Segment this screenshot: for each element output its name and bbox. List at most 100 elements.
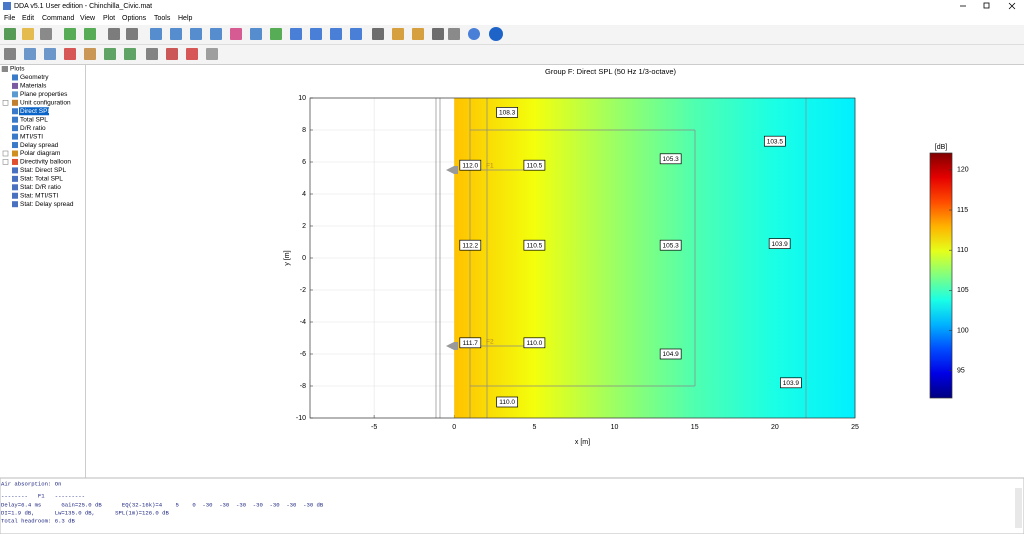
- toolbar-button[interactable]: [270, 28, 282, 40]
- tree-item[interactable]: Stat: Total SPL: [20, 176, 63, 183]
- y-tick-label: -2: [300, 287, 306, 294]
- spl-label: 110.0: [499, 399, 515, 406]
- toolbar-button[interactable]: [186, 48, 198, 60]
- toolbar-button[interactable]: [392, 28, 404, 40]
- tree-item[interactable]: Stat: MTI/STI: [20, 192, 58, 199]
- colorbar-tick-label: 120: [957, 167, 969, 174]
- spl-label: 103.9: [772, 241, 789, 248]
- toolbar-button[interactable]: [150, 28, 162, 40]
- toolbar-button[interactable]: [432, 28, 444, 40]
- tree-icon: [12, 142, 18, 149]
- toolbar-button[interactable]: [310, 28, 322, 40]
- toolbar-button[interactable]: [190, 28, 202, 40]
- window-title: DDA v5.1 User edition - Chinchilla_Civic…: [14, 3, 152, 10]
- spl-label: 110.0: [527, 340, 543, 347]
- tree-item[interactable]: Stat: Direct SPL: [20, 167, 67, 174]
- toolbar-button[interactable]: [64, 28, 76, 40]
- x-tick-label: -5: [371, 424, 377, 431]
- toolbar-button[interactable]: [330, 28, 342, 40]
- toolbar-button[interactable]: [350, 28, 362, 40]
- tree-item[interactable]: D/R ratio: [20, 125, 46, 132]
- toolbar-button[interactable]: [146, 48, 158, 60]
- help-button[interactable]: [489, 27, 503, 41]
- toolbar-button[interactable]: [24, 48, 36, 60]
- toolbar-button[interactable]: [124, 48, 136, 60]
- toolbar-button[interactable]: [448, 28, 460, 40]
- spl-label: 105.3: [663, 156, 680, 163]
- spl-label: 103.9: [783, 380, 800, 387]
- toolbar-button[interactable]: [372, 28, 384, 40]
- menu-item[interactable]: Options: [122, 15, 147, 22]
- tree-item[interactable]: Directivity balloon: [20, 159, 71, 166]
- tree-item[interactable]: Plane properties: [20, 91, 68, 98]
- toolbar-button[interactable]: [4, 48, 16, 60]
- tree-icon: [2, 66, 8, 72]
- tree-icon: [12, 99, 18, 106]
- spl-label-box: [496, 107, 519, 118]
- toolbar-button[interactable]: [104, 48, 116, 60]
- expand-toggle[interactable]: [2, 150, 9, 157]
- tree-item[interactable]: Materials: [20, 83, 47, 90]
- toolbar-button[interactable]: [84, 48, 96, 60]
- spl-field: [614, 98, 696, 418]
- toolbar-button[interactable]: [206, 48, 218, 60]
- tree-item[interactable]: Plots: [10, 66, 25, 73]
- expand-toggle[interactable]: [2, 100, 9, 106]
- expand-toggle[interactable]: [2, 159, 9, 165]
- spl-label-box: [659, 348, 682, 360]
- toolbar-button[interactable]: [126, 28, 138, 40]
- menu-item[interactable]: View: [80, 15, 96, 22]
- toolbar-button[interactable]: [210, 28, 222, 40]
- menu-item[interactable]: Plot: [103, 15, 115, 22]
- toolbar-button[interactable]: [250, 28, 262, 40]
- chart-title: Group F: Direct SPL (50 Hz 1/3-octave): [545, 67, 677, 76]
- spl-field: [454, 98, 535, 418]
- colorbar: [929, 152, 953, 399]
- toolbar-button[interactable]: [84, 28, 96, 40]
- tree-item[interactable]: Stat: Delay spread: [20, 201, 74, 208]
- tree-item[interactable]: Delay spread: [20, 142, 59, 149]
- toolbar-button[interactable]: [4, 28, 16, 40]
- tree-item[interactable]: Polar diagram: [20, 150, 60, 157]
- tree-item[interactable]: Total SPL: [20, 116, 48, 123]
- tree-item[interactable]: Geometry: [20, 74, 49, 81]
- spl-label-box: [496, 396, 519, 408]
- toolbar-button[interactable]: [412, 28, 424, 40]
- toolbar-button[interactable]: [44, 48, 56, 60]
- toolbar-button[interactable]: [170, 28, 182, 40]
- console-scrollbar[interactable]: [1015, 488, 1022, 528]
- menu-item[interactable]: Help: [178, 15, 193, 22]
- tree-item[interactable]: Stat: D/R ratio: [20, 184, 61, 191]
- toolbar-button[interactable]: [290, 28, 302, 40]
- toolbar-button[interactable]: [166, 48, 178, 60]
- menu-item[interactable]: File: [4, 15, 15, 22]
- toolbar-button[interactable]: [64, 48, 76, 60]
- toolbar-button[interactable]: [40, 28, 52, 40]
- spl-label-box: [459, 337, 482, 349]
- x-tick-label: 15: [691, 424, 699, 431]
- spl-label-box: [780, 377, 802, 389]
- tree-icon: [12, 82, 18, 89]
- tree-icon: [12, 158, 18, 165]
- tree-item[interactable]: Unit configuration: [20, 100, 71, 107]
- y-tick-label: -8: [300, 383, 306, 390]
- tree-item[interactable]: MTI/STI: [20, 133, 43, 140]
- spl-label-box: [459, 239, 482, 251]
- toolbar-button[interactable]: [108, 28, 120, 40]
- toolbar-button[interactable]: [22, 28, 34, 40]
- toolbar-button[interactable]: [468, 28, 480, 40]
- toolbar-button[interactable]: [230, 28, 242, 40]
- spl-label-box: [764, 135, 786, 147]
- menu-item[interactable]: Command: [42, 15, 74, 22]
- source-label: F1: [486, 163, 494, 170]
- spl-field: [534, 98, 615, 418]
- menu-item[interactable]: Edit: [22, 15, 34, 22]
- restore-button[interactable]: [983, 2, 990, 9]
- menu-item[interactable]: Tools: [154, 15, 171, 22]
- spl-label-box: [523, 239, 546, 251]
- tree-item[interactable]: Direct SPL: [20, 108, 51, 115]
- close-button[interactable]: [1008, 2, 1016, 10]
- colorbar-tick-label: 95: [957, 368, 965, 375]
